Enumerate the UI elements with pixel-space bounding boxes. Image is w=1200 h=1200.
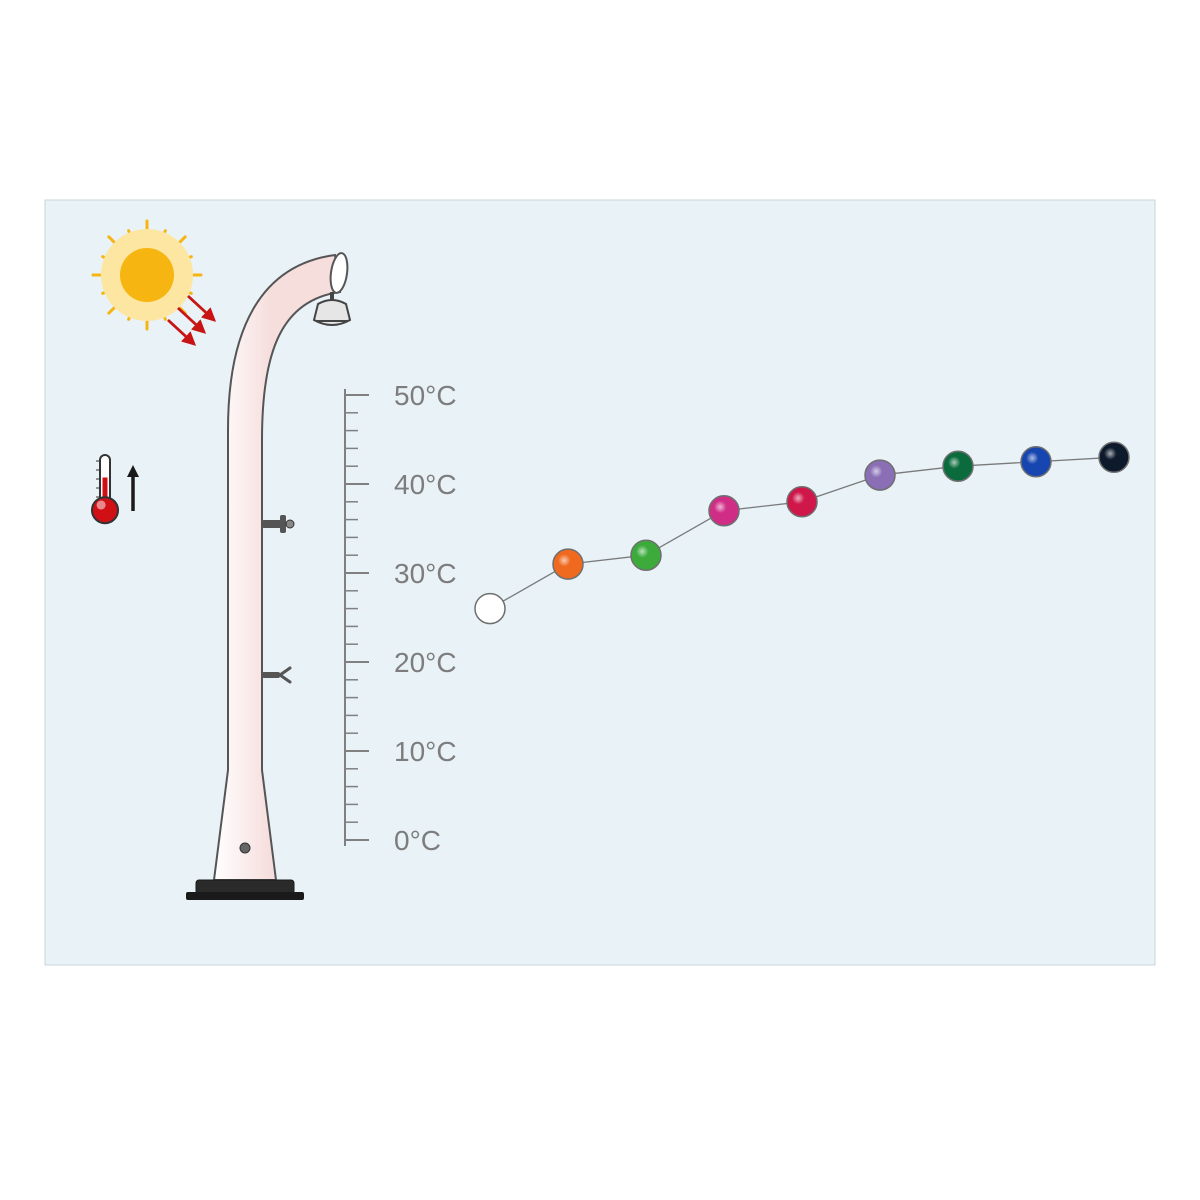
chart-point — [1021, 447, 1051, 477]
stage: 50°C 40°C 30°C 20°C 10°C 0°C — [0, 0, 1200, 1200]
diagram-svg: 50°C 40°C 30°C 20°C 10°C 0°C — [0, 0, 1200, 1200]
shower-base — [196, 880, 294, 894]
chart-point — [943, 451, 973, 481]
shower-base-plate — [186, 892, 304, 900]
chart-point — [709, 496, 739, 526]
chart-point — [475, 594, 505, 624]
panel-background — [45, 200, 1155, 965]
chart-point — [787, 487, 817, 517]
axis-tick-label: 30°C — [394, 558, 457, 589]
chart-point — [631, 540, 661, 570]
axis-tick-label: 40°C — [394, 469, 457, 500]
chart-point — [865, 460, 895, 490]
chart-point — [553, 549, 583, 579]
axis-tick-label: 20°C — [394, 647, 457, 678]
axis-tick-label: 50°C — [394, 380, 457, 411]
axis-tick-label: 10°C — [394, 736, 457, 767]
chart-point — [1099, 442, 1129, 472]
axis-tick-label: 0°C — [394, 825, 441, 856]
